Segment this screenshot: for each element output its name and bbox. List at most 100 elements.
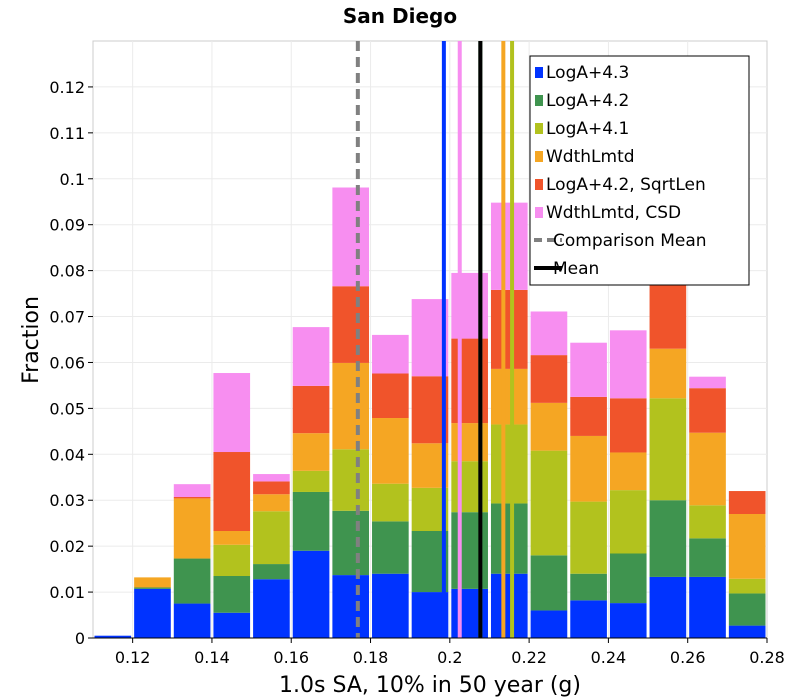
mean-lines [355, 41, 515, 638]
chart-title: San Diego [343, 4, 457, 28]
bar-segment [332, 449, 370, 511]
bar-segment [292, 470, 330, 492]
bar-segment [728, 625, 766, 638]
bar-segment [173, 603, 211, 638]
bar-segment [609, 452, 647, 491]
bar-segment [292, 385, 330, 434]
legend-label: WdthLmtd, CSD [546, 203, 681, 223]
x-tick-label: 0.12 [115, 648, 151, 667]
bar-segment [213, 452, 251, 531]
bar-segment [372, 483, 409, 522]
bar-segment [253, 481, 290, 495]
bar-segment [372, 573, 409, 638]
y-tick-label: 0 [75, 629, 85, 648]
bar-segment [649, 398, 687, 501]
bar-segment [213, 373, 251, 453]
y-tick-label: 0.1 [60, 170, 85, 189]
bar-segment [609, 398, 647, 453]
legend-swatch [535, 95, 543, 106]
bar-segment [332, 286, 370, 363]
bar-segment [570, 573, 607, 601]
bar-segment [649, 348, 687, 399]
y-tick-label: 0.12 [49, 78, 85, 97]
legend-swatch [535, 151, 543, 162]
bar-segment [609, 553, 647, 604]
y-tick-label: 0.09 [49, 216, 85, 235]
legend-label: LogA+4.3 [546, 63, 629, 83]
bar-segment [728, 578, 766, 594]
x-tick-label: 0.18 [353, 648, 389, 667]
bar-segment [292, 327, 330, 386]
bar-segment [292, 433, 330, 471]
bar-segment [451, 272, 488, 339]
bar-segment [609, 490, 647, 554]
y-tick-label: 0.05 [49, 399, 85, 418]
legend-swatch [535, 67, 543, 78]
bar-segment [173, 558, 211, 604]
bar-segment [570, 600, 607, 638]
bar-segment [530, 450, 568, 556]
bar-segment [490, 573, 528, 638]
bar-segment [253, 564, 290, 580]
x-tick-label: 0.16 [273, 648, 309, 667]
x-axis-ticks: 0.12 0.14 0.16 0.18 0.2 0.22 0.24 0.26 0.28 [115, 638, 785, 667]
legend-swatch [535, 123, 543, 134]
x-tick-label: 0.2 [437, 648, 462, 667]
y-tick-label: 0.07 [49, 308, 85, 327]
bar-segment [253, 474, 290, 482]
bar-segment [728, 593, 766, 626]
legend-label: Mean [553, 259, 599, 279]
bar-segment [451, 512, 488, 589]
bar-segment [728, 491, 766, 515]
bar-segment [94, 635, 132, 638]
bar-segment [490, 289, 528, 369]
bar-segment [689, 505, 726, 539]
bar-segment [372, 373, 409, 419]
y-tick-label: 0.08 [49, 262, 85, 281]
bar-segment [490, 503, 528, 574]
bar-segment [689, 432, 726, 506]
y-tick-label: 0.11 [49, 124, 85, 143]
bar-segment [451, 461, 488, 513]
y-tick-label: 0.06 [49, 353, 85, 372]
bar-segment [173, 497, 211, 499]
x-axis-title: 1.0s SA, 10% in 50 year (g) [279, 673, 581, 698]
bar-segment [253, 494, 290, 512]
bar-segment [292, 491, 330, 551]
bar-segment [530, 311, 568, 356]
bar-segment [332, 510, 370, 576]
bar-segment [332, 362, 370, 450]
legend-box [529, 55, 750, 286]
bar-segment [530, 555, 568, 611]
bar-segment [451, 588, 488, 638]
bar-segment [570, 501, 607, 574]
bar-segment [213, 612, 251, 638]
bar-segment [728, 514, 766, 579]
bar-segment [213, 530, 251, 545]
bar-segment [332, 187, 370, 287]
x-tick-label: 0.28 [749, 648, 785, 667]
bar-segment [332, 575, 370, 638]
x-tick-label: 0.22 [511, 648, 547, 667]
bar-segment [530, 355, 568, 403]
bar-segment [134, 587, 171, 589]
bar-segment [253, 579, 290, 638]
legend-label: WdthLmtd [546, 147, 635, 167]
bar-segment [213, 544, 251, 577]
y-tick-label: 0.04 [49, 445, 85, 464]
bar-segment [570, 342, 607, 397]
legend-label: LogA+4.2 [546, 91, 629, 111]
bar-segment [490, 368, 528, 425]
legend-label: Comparison Mean [553, 231, 707, 251]
y-axis-ticks: 0 0.01 0.02 0.03 0.04 0.05 0.06 0.07 0.08 0.09 0.1… [49, 78, 93, 648]
x-tick-label: 0.14 [194, 648, 230, 667]
legend-swatch [535, 179, 543, 190]
y-tick-label: 0.02 [49, 537, 85, 556]
bar-segment [372, 418, 409, 484]
bar-segment [649, 576, 687, 638]
bar-segment [689, 388, 726, 433]
bar-segment [609, 330, 647, 399]
y-tick-label: 0.01 [49, 583, 85, 602]
y-tick-label: 0.03 [49, 491, 85, 510]
